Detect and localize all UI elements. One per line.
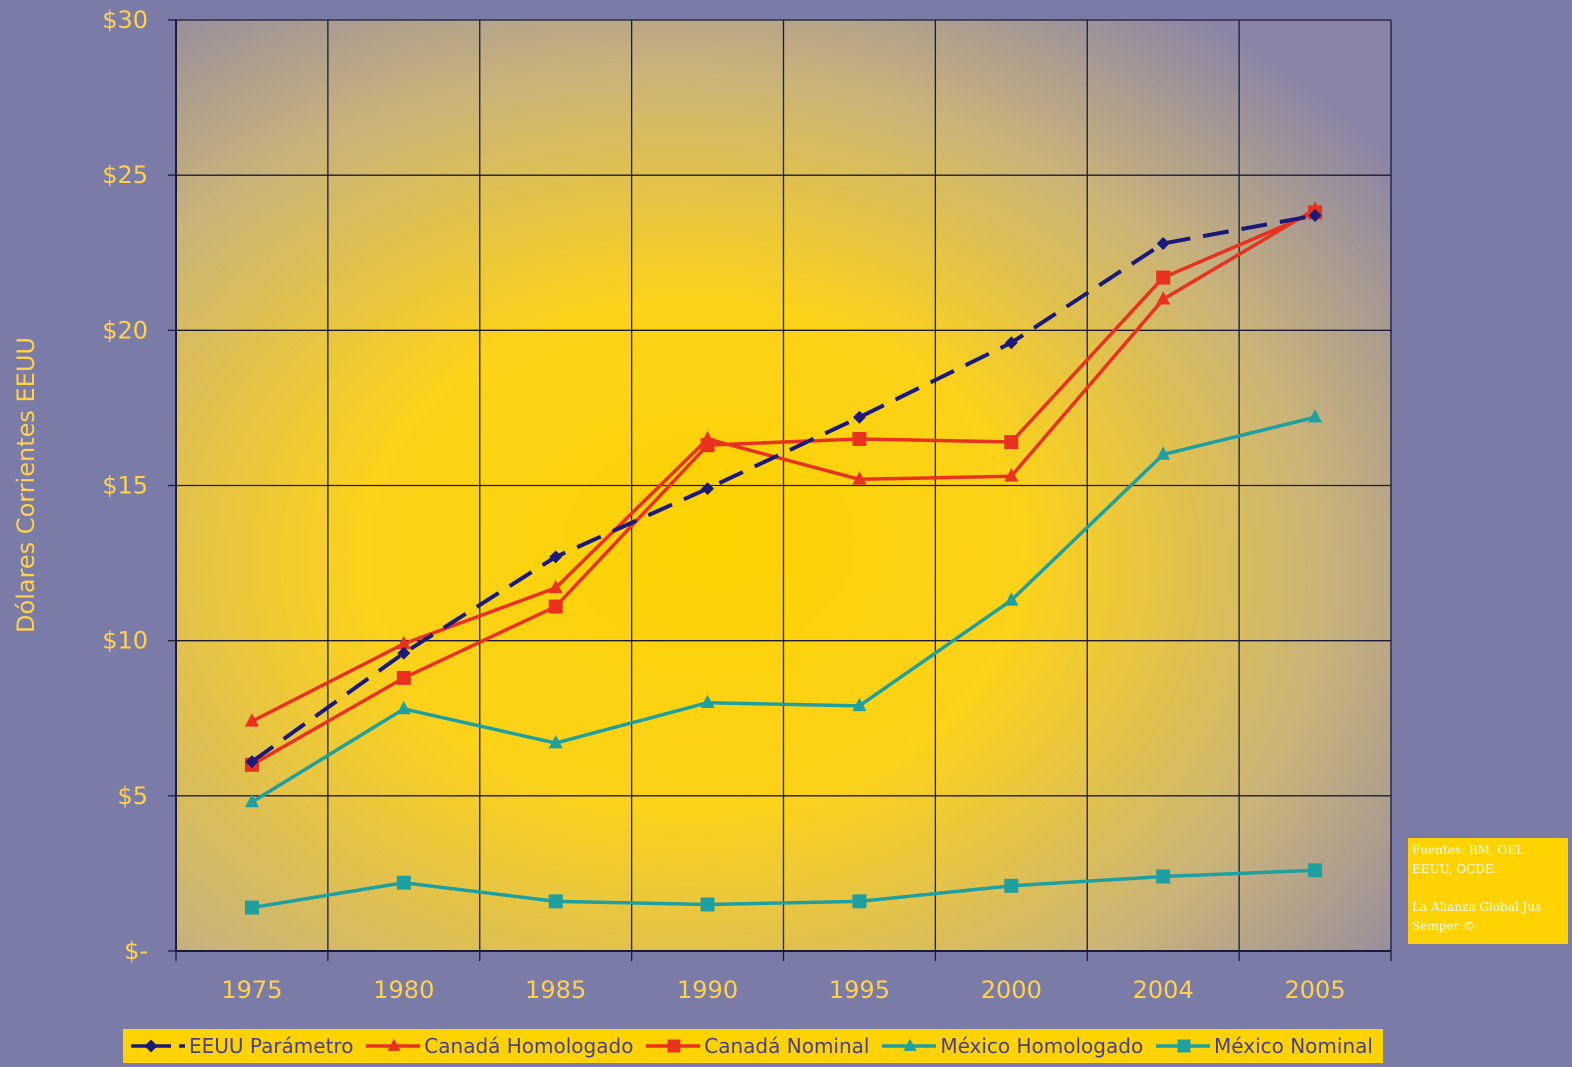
data-point <box>852 471 867 485</box>
legend-swatch <box>366 1038 421 1051</box>
data-point <box>396 635 411 650</box>
data-point <box>701 482 715 496</box>
data-point <box>1156 236 1170 250</box>
data-point <box>548 599 563 614</box>
x-tick-label: 1975 <box>221 976 282 1004</box>
legend-marker <box>387 1038 401 1051</box>
data-point <box>244 793 259 808</box>
data-point <box>397 646 411 660</box>
source-line-3: La Alianza Global Jus <box>1412 900 1542 914</box>
data-point <box>1308 409 1323 423</box>
y-tick-label: $10 <box>102 627 148 655</box>
data-point <box>548 735 563 749</box>
legend-item: Canadá Nominal <box>644 1034 869 1058</box>
series-1 <box>245 209 1322 769</box>
legend-marker <box>1177 1039 1191 1053</box>
data-point <box>700 694 715 708</box>
data-point <box>1308 201 1323 215</box>
x-tick-label: 1995 <box>829 976 890 1004</box>
source-line-2: EEUU, OCDE. <box>1412 862 1498 876</box>
data-point <box>700 897 715 912</box>
y-tick-label: $30 <box>102 6 148 34</box>
data-point <box>1156 291 1171 305</box>
data-point <box>396 700 411 715</box>
data-point <box>852 894 867 909</box>
data-point <box>852 410 866 424</box>
legend-label: Canadá Nominal <box>704 1034 870 1058</box>
data-point <box>548 894 563 909</box>
y-tick-label: $5 <box>117 782 148 810</box>
data-point <box>244 713 259 727</box>
series-line <box>251 207 1316 723</box>
x-tick-label: 2005 <box>1285 976 1346 1004</box>
data-point <box>1004 592 1019 606</box>
legend-item: EEUU Parámetro <box>129 1034 353 1058</box>
x-tick-label: 1990 <box>677 976 738 1004</box>
series-4 <box>244 409 1323 808</box>
series-lines <box>244 201 1323 915</box>
series-line <box>250 213 1316 764</box>
data-point <box>245 755 259 769</box>
data-point <box>700 430 715 445</box>
data-point <box>1308 209 1322 223</box>
y-axis-title: Dólares Corrientes EEUU <box>12 337 40 633</box>
legend-item: México Nominal <box>1154 1034 1373 1058</box>
y-tick-label: $20 <box>102 316 148 344</box>
data-point <box>1004 336 1018 350</box>
data-point <box>1004 435 1019 450</box>
data-point <box>549 550 563 564</box>
data-point <box>396 875 411 890</box>
legend-marker <box>667 1039 681 1053</box>
legend-swatch <box>882 1038 937 1051</box>
series-line <box>251 415 1316 804</box>
legend-swatch <box>646 1039 701 1053</box>
legend-marker <box>144 1039 158 1053</box>
y-tick-label: $- <box>124 937 148 965</box>
data-point <box>396 670 411 685</box>
series-2 <box>244 201 1323 727</box>
data-point <box>1004 878 1019 893</box>
legend-label: EEUU Parámetro <box>189 1034 354 1058</box>
data-point <box>852 431 867 446</box>
source-line-4: Semper © <box>1412 919 1476 933</box>
data-point <box>1004 468 1019 482</box>
data-point <box>1156 270 1171 285</box>
legend-label: México Homologado <box>940 1034 1144 1058</box>
data-point <box>244 900 259 915</box>
legend-label: Canadá Homologado <box>424 1034 634 1058</box>
x-tick-label: 2004 <box>1133 976 1194 1004</box>
legend: EEUU Parámetro Canadá Homologado Canadá No… <box>123 1029 1383 1063</box>
data-point <box>852 697 867 712</box>
series-5 <box>244 863 1323 915</box>
axes: $- $5 $10 $15 $20 $25 $30 1975 1980 1985 1990 1995 2… <box>102 6 1391 1004</box>
x-tick-label: 1985 <box>525 976 586 1004</box>
legend-item: México Homologado <box>880 1034 1143 1058</box>
series-line <box>251 868 1316 910</box>
series-line <box>251 210 1316 767</box>
source-note: Fuentes: BM, OEL EEUU, OCDE. La Alianza … <box>1408 838 1568 944</box>
legend-marker <box>903 1038 917 1051</box>
x-tick-label: 2000 <box>981 976 1042 1004</box>
legend-item: Canadá Homologado <box>364 1034 633 1058</box>
legend-label: México Nominal <box>1214 1034 1373 1058</box>
data-point <box>1156 869 1171 884</box>
y-tick-label: $15 <box>102 472 148 500</box>
data-point <box>1156 446 1171 460</box>
data-point <box>548 579 563 594</box>
data-point <box>1308 863 1323 878</box>
source-line-1: Fuentes: BM, OEL <box>1412 843 1525 857</box>
legend-swatch <box>131 1039 185 1053</box>
y-tick-label: $25 <box>102 161 148 189</box>
x-tick-label: 1980 <box>373 976 434 1004</box>
legend-swatch <box>1156 1039 1211 1053</box>
